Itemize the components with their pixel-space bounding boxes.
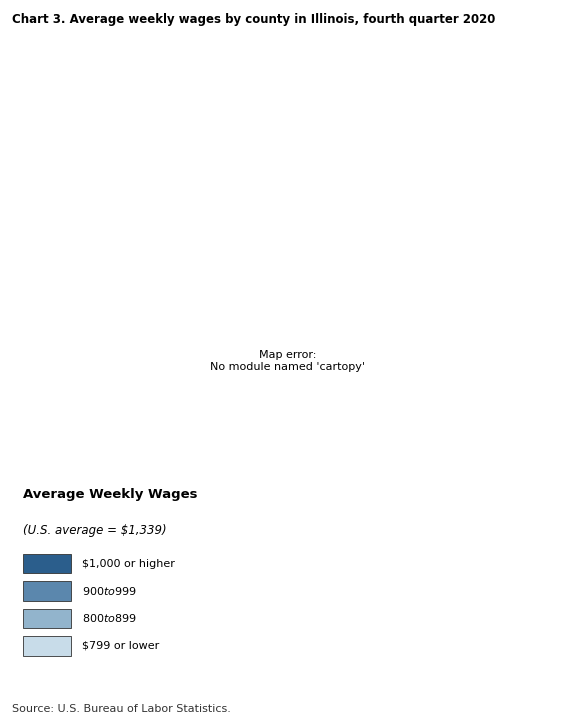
FancyBboxPatch shape bbox=[22, 608, 71, 628]
FancyBboxPatch shape bbox=[22, 636, 71, 656]
Text: Average Weekly Wages: Average Weekly Wages bbox=[22, 488, 197, 501]
FancyBboxPatch shape bbox=[22, 581, 71, 600]
Text: Map error:
No module named 'cartopy': Map error: No module named 'cartopy' bbox=[210, 350, 366, 372]
Text: Chart 3. Average weekly wages by county in Illinois, fourth quarter 2020: Chart 3. Average weekly wages by county … bbox=[12, 13, 495, 26]
Text: Source: U.S. Bureau of Labor Statistics.: Source: U.S. Bureau of Labor Statistics. bbox=[12, 704, 230, 714]
Text: $800 to $899: $800 to $899 bbox=[82, 613, 137, 624]
Text: (U.S. average = $1,339): (U.S. average = $1,339) bbox=[22, 524, 166, 537]
Text: $900 to $999: $900 to $999 bbox=[82, 585, 137, 597]
Text: $1,000 or higher: $1,000 or higher bbox=[82, 559, 175, 569]
Text: $799 or lower: $799 or lower bbox=[82, 641, 159, 651]
FancyBboxPatch shape bbox=[22, 554, 71, 573]
